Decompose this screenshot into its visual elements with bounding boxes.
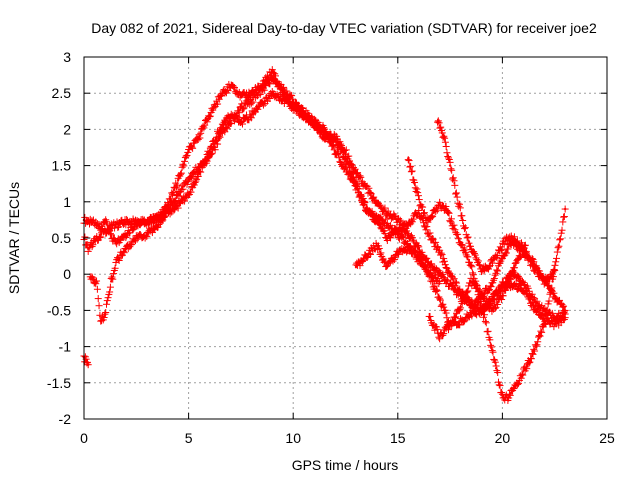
axis-ticks bbox=[83, 56, 608, 420]
series-track-b bbox=[80, 88, 569, 315]
series-track-h bbox=[80, 352, 92, 369]
data-points bbox=[80, 66, 569, 404]
chart-title: Day 082 of 2021, Sidereal Day-to-day VTE… bbox=[91, 20, 597, 36]
series-track-e bbox=[434, 117, 529, 276]
series-track-f bbox=[404, 156, 569, 404]
series-track-g bbox=[425, 244, 559, 343]
series-track-c bbox=[86, 73, 444, 325]
series-track-d bbox=[352, 239, 569, 330]
